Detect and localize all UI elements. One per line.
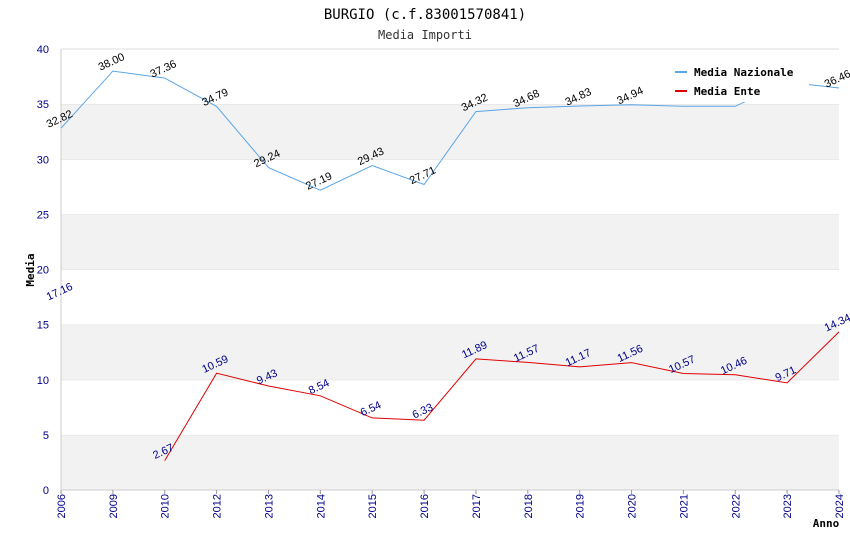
legend-box: [669, 60, 809, 102]
grid-band: [61, 104, 839, 160]
y-axis: 0 5 10 15 20 25 30 35 40: [37, 44, 49, 497]
chart-subtitle: Media Importi: [378, 28, 472, 42]
grid-bands: [61, 48, 839, 490]
y-tick-label: 30: [37, 154, 49, 166]
x-axis: 2006 2009 2010 2012 2013 2014 2015 2016 2017 2018…: [56, 490, 846, 518]
y-tick-label: 25: [37, 209, 49, 221]
grid-band: [61, 214, 839, 270]
x-tick-label: 2017: [471, 494, 483, 518]
y-axis-label: Media: [24, 253, 37, 286]
x-tick-label: 2023: [782, 494, 794, 518]
y-tick-label: 10: [37, 375, 49, 387]
y-tick-label: 5: [43, 430, 49, 442]
x-tick-label: 2013: [263, 494, 275, 518]
x-tick-label: 2014: [315, 494, 327, 518]
y-tick-label: 15: [37, 320, 49, 332]
x-axis-label: Anno: [813, 517, 840, 530]
plot-area: [60, 49, 839, 491]
x-tick-label: 2016: [419, 494, 431, 518]
legend-entry: Media Nazionale: [694, 66, 794, 79]
grid-band: [61, 159, 839, 215]
y-tick-label: 20: [37, 265, 49, 277]
grid-band: [61, 379, 839, 435]
legend-entry: Media Ente: [694, 85, 761, 98]
x-tick-label: 2012: [212, 494, 224, 518]
series-line: [60, 70, 840, 191]
grid-band: [61, 324, 839, 380]
x-tick-label: 2024: [834, 494, 846, 518]
x-tick-label: 2018: [523, 494, 535, 518]
x-tick-label: 2019: [575, 494, 587, 518]
series-lines: [60, 70, 840, 461]
series-line: [164, 331, 840, 461]
x-tick-label: 2010: [160, 494, 172, 518]
grid-band: [61, 434, 839, 490]
y-tick-label: 35: [37, 99, 49, 111]
x-tick-label: 2006: [56, 494, 68, 518]
y-tick-label: 40: [37, 44, 49, 56]
x-tick-label: 2022: [730, 494, 742, 518]
x-tick-label: 2009: [108, 494, 120, 518]
grid-band: [61, 269, 839, 325]
legend: Media Nazionale Media Ente: [669, 60, 809, 102]
y-tick-label: 0: [43, 485, 49, 497]
x-tick-label: 2021: [678, 494, 690, 518]
x-tick-label: 2015: [367, 494, 379, 518]
x-tick-label: 2020: [627, 494, 639, 518]
chart-title: BURGIO (c.f.83001570841): [324, 7, 526, 23]
